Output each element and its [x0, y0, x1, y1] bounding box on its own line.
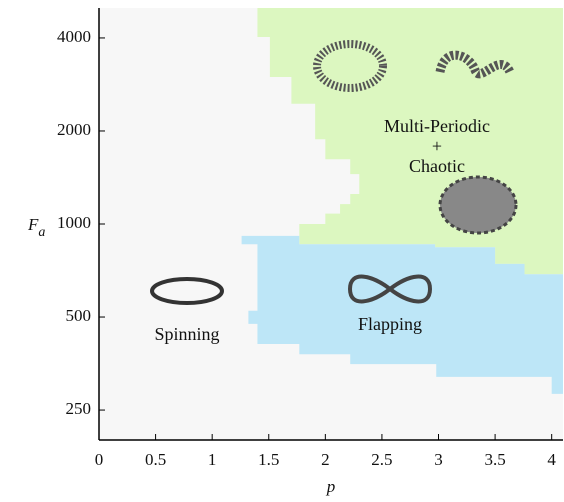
region-label: + — [432, 136, 442, 156]
x-tick-label: 3 — [434, 450, 443, 469]
y-tick-label: 2000 — [57, 120, 91, 139]
x-tick-label: 0 — [95, 450, 104, 469]
region-label: Spinning — [154, 324, 219, 344]
x-tick-label: 2 — [321, 450, 330, 469]
x-tick-label: 0.5 — [145, 450, 166, 469]
y-tick-label: 1000 — [57, 213, 91, 232]
y-axis-label: Fa — [27, 215, 45, 240]
region-label: Chaotic — [409, 156, 465, 176]
x-axis-label: p — [326, 477, 336, 496]
chart: 0 0.5 1 1.5 2 2.5 3 3.5 4 250 500 1000 2000 4000 p Fa S… — [0, 0, 564, 502]
x-tick-label: 3.5 — [484, 450, 505, 469]
region-label: Flapping — [358, 314, 422, 334]
region-label: Multi-Periodic — [384, 116, 490, 136]
x-tick-label: 1 — [208, 450, 217, 469]
y-axis-label-main: F — [27, 215, 39, 234]
x-tick-label: 1.5 — [258, 450, 279, 469]
y-tick-label: 4000 — [57, 27, 91, 46]
y-axis-label-sub: a — [38, 225, 45, 240]
y-tick-label: 500 — [66, 306, 92, 325]
x-tick-label: 2.5 — [371, 450, 392, 469]
y-tick-label: 250 — [66, 399, 92, 418]
chaotic-ball — [440, 177, 516, 233]
x-tick-label: 4 — [547, 450, 556, 469]
